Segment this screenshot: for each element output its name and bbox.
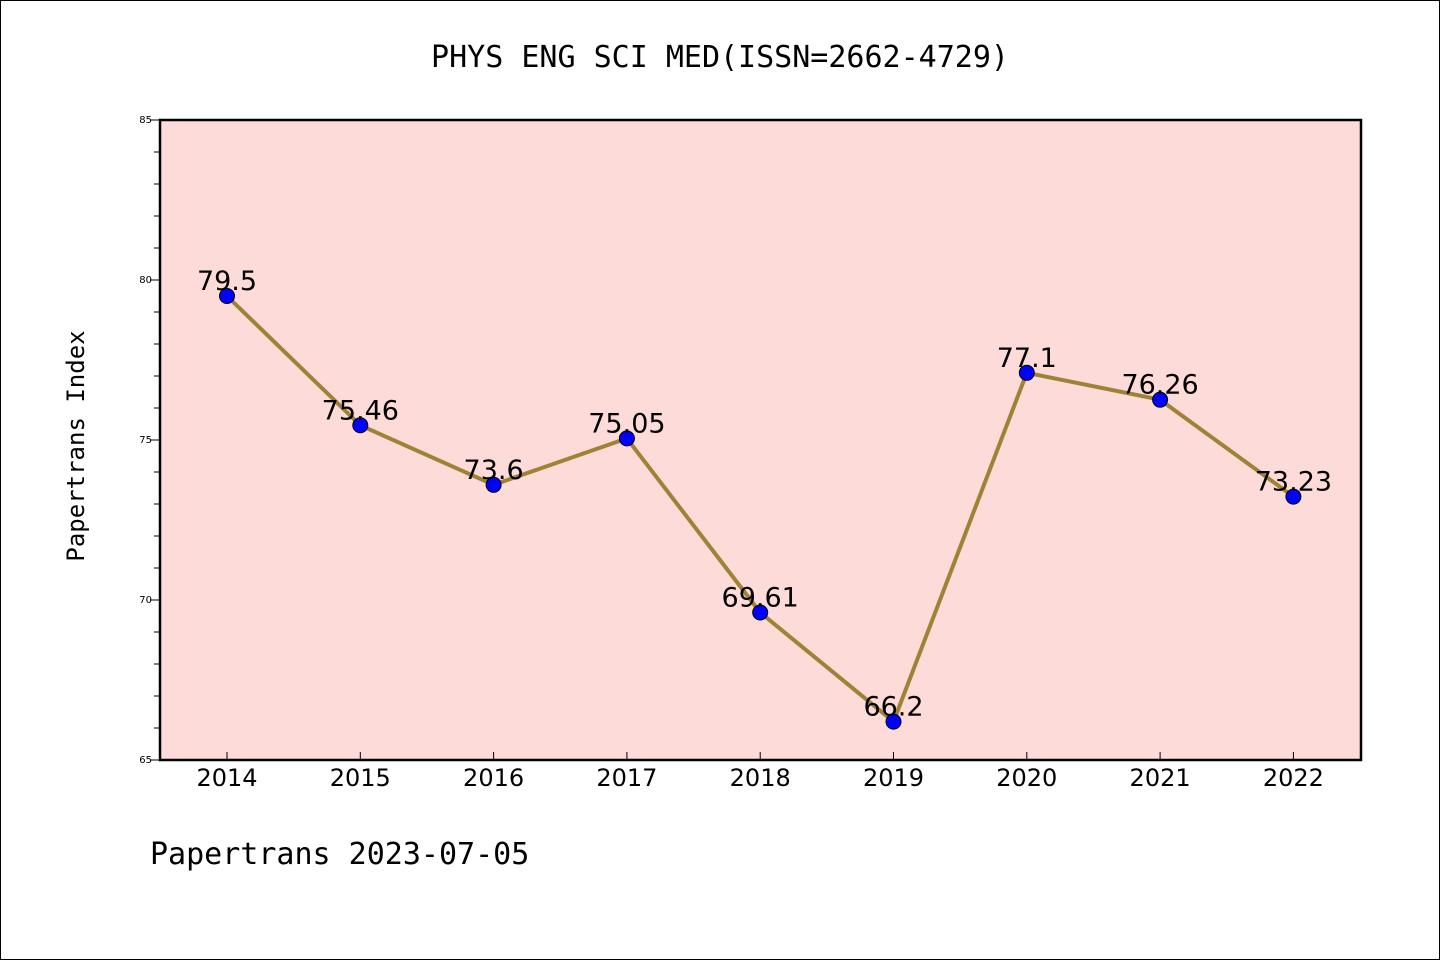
data-label: 76.26 [1121, 370, 1198, 401]
y-axis-label: Papertrans Index [62, 330, 90, 561]
data-label: 73.23 [1255, 467, 1332, 498]
data-label: 77.1 [997, 343, 1057, 374]
y-tick-label: 85 [139, 115, 152, 126]
data-labels: 79.5 75.46 73.6 75.05 69.61 66.2 77.1 76.26 73.2… [197, 266, 1332, 723]
data-label: 79.5 [197, 266, 257, 297]
data-point [352, 417, 369, 434]
x-tick-label: 2016 [463, 764, 524, 792]
data-label: 69.61 [722, 582, 799, 613]
x-tick-label: 2017 [596, 764, 657, 792]
x-tick-label: 2015 [330, 764, 391, 792]
data-label: 75.46 [322, 395, 399, 426]
x-tick-label: 2019 [863, 764, 924, 792]
y-tick-label: 70 [139, 595, 152, 606]
data-point [752, 604, 769, 621]
data-point [485, 476, 502, 493]
x-tick-label: 2022 [1263, 764, 1324, 792]
x-tick-label: 2021 [1130, 764, 1191, 792]
footer-text: Papertrans 2023-07-05 [150, 837, 529, 872]
y-tick-label: 65 [139, 755, 152, 766]
plot-border [158, 118, 1363, 762]
data-point [618, 430, 635, 447]
data-label: 73.6 [464, 455, 524, 486]
data-point [1285, 488, 1302, 505]
data-point [1152, 391, 1169, 408]
data-point [885, 713, 902, 730]
data-label: 66.2 [863, 692, 923, 723]
y-axis: 65 70 75 80 85 [139, 115, 160, 766]
plot-area [160, 120, 1361, 760]
data-label: 75.05 [588, 408, 665, 439]
chart-title: PHYS ENG SCI MED(ISSN=2662-4729) [431, 40, 1009, 75]
data-point [219, 288, 235, 304]
x-tick-label: 2020 [996, 764, 1057, 792]
data-points [219, 288, 1302, 730]
data-point [1018, 364, 1035, 381]
x-axis: 2014 2015 2016 2017 2018 2019 2020 2021 2022 [196, 752, 1324, 792]
x-tick-label: 2018 [730, 764, 791, 792]
y-tick-label: 80 [139, 275, 152, 286]
x-tick-label: 2014 [196, 764, 257, 792]
y-tick-label: 75 [139, 435, 152, 446]
